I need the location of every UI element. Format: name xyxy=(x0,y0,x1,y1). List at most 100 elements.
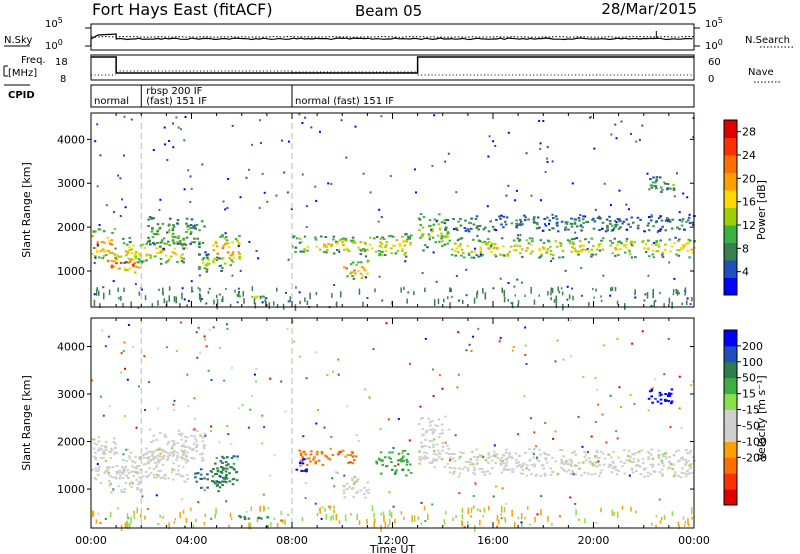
velocity-panel-echo-cell xyxy=(163,454,166,457)
power-panel-echo-cell xyxy=(168,223,171,226)
power-panel-echo-speck xyxy=(380,115,383,118)
velocity-panel-ground-speck xyxy=(420,522,422,525)
power-panel-echo-speck xyxy=(656,231,659,234)
power-panel-echo-speck xyxy=(407,291,410,294)
velocity-panel-echo-speck xyxy=(595,521,598,524)
power-panel-echo-cell xyxy=(346,275,349,278)
velocity-panel-echo-cell xyxy=(650,389,654,392)
velocity-panel-echo-cell xyxy=(95,470,98,473)
power-panel-echo-speck xyxy=(614,219,617,222)
velocity-panel-echo-cell xyxy=(232,462,236,465)
velocity-panel-ground-speck xyxy=(182,510,185,514)
velocity-panel-ytick-label: 3000 xyxy=(57,388,85,401)
power-panel-echo-cell xyxy=(555,245,559,248)
velocity-panel-ytick-label: 4000 xyxy=(57,341,85,354)
power-panel-echo-cell xyxy=(427,233,431,236)
power-panel-ground-speck xyxy=(654,299,657,303)
power-panel-echo-cell xyxy=(661,188,664,191)
velocity-panel-echo-speck xyxy=(157,523,160,525)
power-panel-echo-cell xyxy=(523,214,526,217)
power-panel-echo-speck xyxy=(603,182,606,185)
power-panel-echo-cell xyxy=(157,252,161,255)
power-panel-echo-cell xyxy=(459,217,462,220)
power-panel-echo-cell xyxy=(187,228,190,231)
power-panel-echo-cell xyxy=(382,238,386,241)
power-panel-echo-cell xyxy=(189,231,193,234)
velocity-panel-echo-cell xyxy=(661,462,665,465)
power-panel-echo-cell xyxy=(628,250,631,253)
velocity-panel-echo-cell xyxy=(202,445,205,448)
velocity-panel-echo-cell xyxy=(472,472,475,474)
power-panel-echo-cell xyxy=(172,240,175,243)
power-panel-echo-cell xyxy=(173,252,177,255)
velocity-panel-echo-cell xyxy=(176,451,179,454)
velocity-panel-echo-cell xyxy=(225,474,228,476)
velocity-panel-echo-cell xyxy=(206,473,209,476)
power-panel-ground-speck xyxy=(484,292,487,299)
power-panel-echo-cell xyxy=(215,245,219,248)
power-panel-echo-speck xyxy=(231,124,234,127)
power-panel-echo-cell xyxy=(384,246,387,249)
power-panel-echo-cell xyxy=(659,215,662,218)
power-panel-echo-cell xyxy=(171,227,175,230)
power-panel-echo-cell xyxy=(141,243,145,246)
time-axis-label: Time UT xyxy=(369,543,415,554)
velocity-panel-ground-speck xyxy=(109,511,112,518)
velocity-panel-echo-cell xyxy=(155,439,159,441)
velocity-panel-echo-cell xyxy=(203,477,206,480)
power-colorbar-tick-label: 24 xyxy=(742,149,756,162)
power-panel-ground-speck xyxy=(433,299,436,306)
power-panel-echo-cell xyxy=(548,228,551,231)
power-panel-echo-cell xyxy=(118,267,121,270)
velocity-panel-echo-cell xyxy=(115,452,119,454)
velocity-panel-echo-cell xyxy=(643,467,646,470)
power-panel-echo-cell xyxy=(680,247,683,250)
velocity-panel-echo-cell xyxy=(615,469,618,471)
velocity-panel-echo-cell xyxy=(149,460,152,462)
power-panel-echo-cell xyxy=(544,224,548,227)
power-panel-echo-cell xyxy=(191,226,195,229)
power-panel-echo-cell xyxy=(401,248,404,251)
power-panel-echo-speck xyxy=(430,228,433,231)
power-panel-echo-speck xyxy=(287,258,290,261)
power-panel-echo-cell xyxy=(476,225,480,228)
velocity-panel-echo-cell xyxy=(475,463,478,466)
velocity-panel-echo-cell xyxy=(137,480,141,483)
power-panel-echo-cell xyxy=(332,252,336,255)
velocity-panel-echo-cell xyxy=(686,473,689,475)
power-panel-echo-cell xyxy=(670,227,674,230)
power-panel-echo-cell xyxy=(366,259,370,262)
velocity-panel-echo-speck xyxy=(193,428,196,431)
velocity-panel-echo-cell xyxy=(426,457,429,459)
velocity-panel-echo-cell xyxy=(593,473,597,475)
velocity-panel-echo-speck xyxy=(387,418,390,421)
velocity-panel-echo-cell xyxy=(153,473,156,476)
velocity-panel-ground-speck xyxy=(651,522,653,526)
velocity-panel-echo-cell xyxy=(170,471,174,474)
velocity-panel-echo-cell xyxy=(122,459,125,461)
velocity-panel-echo-cell xyxy=(685,461,688,464)
power-panel-echo-cell xyxy=(219,235,222,238)
velocity-panel-echo-cell xyxy=(180,445,184,447)
velocity-panel-echo-speck xyxy=(330,436,333,438)
velocity-panel-echo-cell xyxy=(661,474,664,477)
power-panel-echo-cell xyxy=(352,239,355,242)
velocity-panel-ground-speck xyxy=(521,523,523,528)
power-panel-echo-cell xyxy=(406,238,409,241)
power-panel-echo-cell xyxy=(351,236,355,239)
power-panel-echo-cell xyxy=(229,264,233,267)
velocity-panel-echo-speck xyxy=(132,345,135,348)
velocity-panel-echo-speck xyxy=(397,418,400,420)
velocity-panel-echo-cell xyxy=(478,454,482,456)
power-panel-echo-cell xyxy=(326,248,329,251)
velocity-panel-ground-speck xyxy=(230,517,233,521)
velocity-panel-echo-cell xyxy=(659,398,663,401)
velocity-panel-echo-cell xyxy=(142,463,146,466)
power-panel-echo-cell xyxy=(687,241,691,244)
velocity-panel-echo-speck xyxy=(251,395,254,397)
power-panel-ground-speck xyxy=(362,301,364,307)
velocity-panel-echo-cell xyxy=(590,473,594,476)
velocity-panel-echo-cell xyxy=(466,469,470,472)
power-panel-echo-cell xyxy=(384,244,388,247)
velocity-panel-echo-speck xyxy=(616,337,619,340)
